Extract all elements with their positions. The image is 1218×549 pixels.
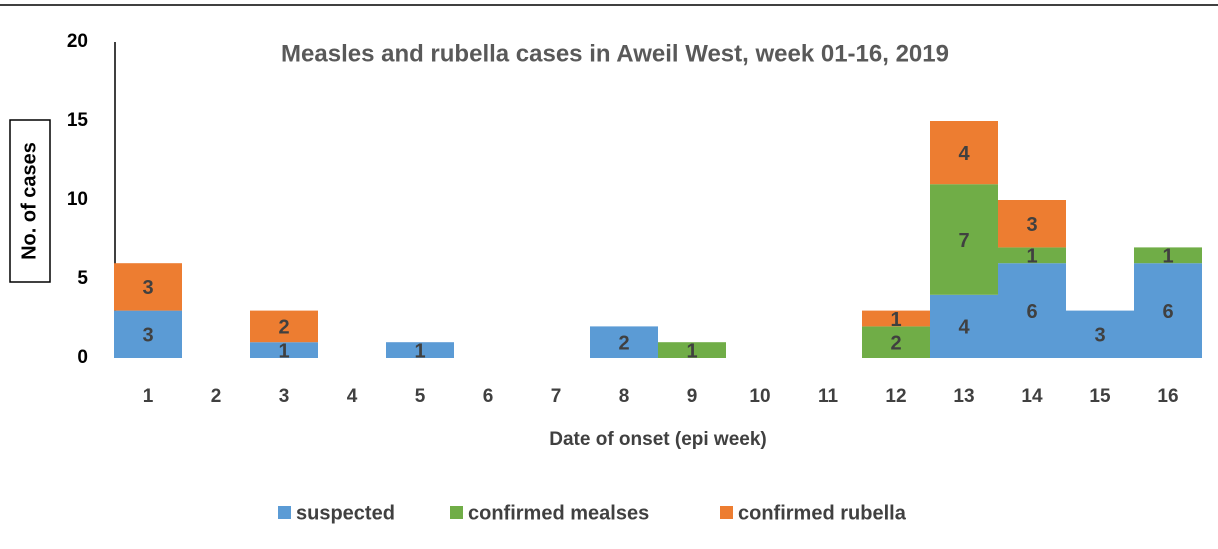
x-tick-label: 10 (749, 386, 770, 407)
data-label: 2 (618, 332, 629, 354)
data-label: 1 (890, 309, 901, 331)
y-tick-label: 15 (67, 110, 89, 131)
data-label: 3 (142, 277, 153, 299)
x-axis-label: Date of onset (epi week) (549, 429, 767, 450)
y-axis-label: No. of cases (18, 142, 40, 260)
bar-segment (998, 247, 1066, 264)
x-tick-label: 13 (953, 386, 974, 407)
data-label: 1 (1026, 246, 1037, 268)
y-tick-label: 10 (67, 189, 88, 210)
x-tick-label: 7 (551, 386, 562, 407)
x-tick-label: 3 (279, 386, 290, 407)
x-tick-label: 15 (1089, 386, 1111, 407)
data-label: 7 (958, 230, 969, 252)
bar-segment (930, 294, 998, 358)
x-tick-label: 1 (143, 386, 154, 407)
x-tick-label: 2 (211, 386, 222, 407)
bar-segment (998, 263, 1066, 358)
bar-segment (998, 200, 1066, 248)
data-label: 6 (1026, 301, 1037, 323)
bar-segment (250, 310, 318, 343)
data-label: 2 (890, 332, 901, 354)
x-tick-label: 8 (619, 386, 630, 407)
data-label: 1 (686, 340, 697, 362)
data-label: 4 (958, 143, 970, 165)
legend-label: suspected (296, 502, 395, 524)
chart-title: Measles and rubella cases in Aweil West,… (281, 40, 949, 67)
bar-segment (862, 310, 930, 327)
bar-segment (114, 263, 182, 311)
bar-segment (862, 326, 930, 358)
x-tick-label: 5 (415, 386, 426, 407)
x-tick-label: 9 (687, 386, 698, 407)
legend-swatch (720, 506, 733, 519)
bar-segment (1134, 263, 1202, 358)
bar-segment (590, 326, 658, 358)
x-tick-label: 16 (1157, 386, 1178, 407)
y-tick-label: 20 (67, 31, 88, 52)
x-tick-label: 14 (1021, 386, 1043, 407)
y-tick-label: 5 (77, 268, 88, 289)
bar-segment (250, 342, 318, 358)
bar-segment (386, 342, 454, 358)
data-label: 3 (1094, 325, 1105, 347)
data-label: 2 (278, 317, 289, 339)
data-label: 1 (1162, 246, 1173, 268)
legend-label: confirmed mealses (468, 502, 649, 524)
x-tick-label: 11 (818, 386, 839, 407)
bar-segment (930, 184, 998, 295)
y-label-box (9, 119, 51, 283)
x-tick-label: 4 (347, 386, 358, 407)
legend-swatch (450, 506, 463, 519)
x-tick-label: 6 (483, 386, 494, 407)
bar-segment (1134, 247, 1202, 264)
data-label: 4 (958, 317, 970, 339)
data-label: 1 (278, 340, 289, 362)
legend-swatch (278, 506, 291, 519)
data-label: 3 (1026, 214, 1037, 236)
bar-segment (658, 342, 726, 358)
y-tick-label: 0 (77, 347, 88, 368)
data-label: 3 (142, 325, 153, 347)
x-tick-label: 12 (885, 386, 906, 407)
legend-label: confirmed rubella (738, 502, 907, 524)
bar-segment (114, 310, 182, 358)
data-label: 6 (1162, 301, 1173, 323)
data-label: 1 (414, 340, 425, 362)
bar-segment (1066, 310, 1134, 358)
bar-segment (930, 121, 998, 185)
